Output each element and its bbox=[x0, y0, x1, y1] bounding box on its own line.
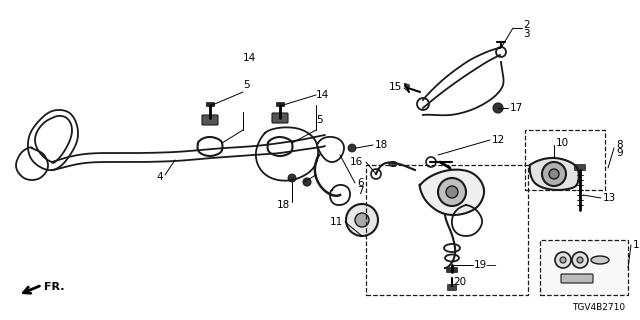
Text: 17: 17 bbox=[510, 103, 524, 113]
Bar bbox=[525, 130, 605, 190]
Text: FR.: FR. bbox=[44, 282, 65, 292]
FancyBboxPatch shape bbox=[447, 268, 458, 273]
Text: 5: 5 bbox=[316, 115, 323, 125]
Text: 18: 18 bbox=[375, 140, 388, 150]
Circle shape bbox=[438, 178, 466, 206]
Text: 20: 20 bbox=[453, 277, 466, 287]
Circle shape bbox=[303, 178, 311, 186]
Circle shape bbox=[446, 186, 458, 198]
Text: 5: 5 bbox=[243, 80, 250, 90]
FancyBboxPatch shape bbox=[447, 284, 456, 291]
FancyBboxPatch shape bbox=[575, 164, 586, 171]
Circle shape bbox=[346, 204, 378, 236]
Text: TGV4B2710: TGV4B2710 bbox=[572, 303, 625, 312]
Text: 10: 10 bbox=[556, 138, 569, 148]
Circle shape bbox=[560, 257, 566, 263]
Circle shape bbox=[348, 144, 356, 152]
Text: 14: 14 bbox=[243, 53, 256, 63]
Text: 15: 15 bbox=[388, 82, 402, 92]
Ellipse shape bbox=[404, 84, 410, 88]
Text: 2: 2 bbox=[523, 20, 530, 30]
Text: 14: 14 bbox=[316, 90, 329, 100]
Polygon shape bbox=[530, 158, 579, 190]
FancyBboxPatch shape bbox=[272, 113, 288, 123]
Text: 19—: 19— bbox=[474, 260, 498, 270]
Text: 8: 8 bbox=[616, 140, 623, 150]
FancyBboxPatch shape bbox=[561, 274, 593, 283]
Text: 4: 4 bbox=[156, 172, 163, 182]
Circle shape bbox=[572, 252, 588, 268]
Circle shape bbox=[355, 213, 369, 227]
Circle shape bbox=[577, 257, 583, 263]
Text: 7: 7 bbox=[357, 186, 364, 196]
Text: 18: 18 bbox=[276, 200, 290, 210]
Text: 16: 16 bbox=[349, 157, 363, 167]
Text: 3: 3 bbox=[523, 29, 530, 39]
Circle shape bbox=[493, 103, 503, 113]
Bar bbox=[206, 102, 214, 106]
Bar bbox=[276, 102, 284, 106]
Polygon shape bbox=[420, 170, 484, 215]
Ellipse shape bbox=[389, 162, 397, 166]
Circle shape bbox=[549, 169, 559, 179]
Bar bbox=[366, 165, 528, 295]
Text: 9: 9 bbox=[616, 148, 623, 158]
Ellipse shape bbox=[591, 256, 609, 264]
Circle shape bbox=[288, 174, 296, 182]
Text: 6: 6 bbox=[357, 178, 364, 188]
Text: 11: 11 bbox=[330, 217, 343, 227]
Text: 12: 12 bbox=[492, 135, 505, 145]
Bar bbox=[540, 240, 628, 295]
Circle shape bbox=[542, 162, 566, 186]
Text: 1: 1 bbox=[633, 240, 639, 250]
FancyBboxPatch shape bbox=[202, 115, 218, 125]
Text: 13: 13 bbox=[603, 193, 616, 203]
Circle shape bbox=[555, 252, 571, 268]
